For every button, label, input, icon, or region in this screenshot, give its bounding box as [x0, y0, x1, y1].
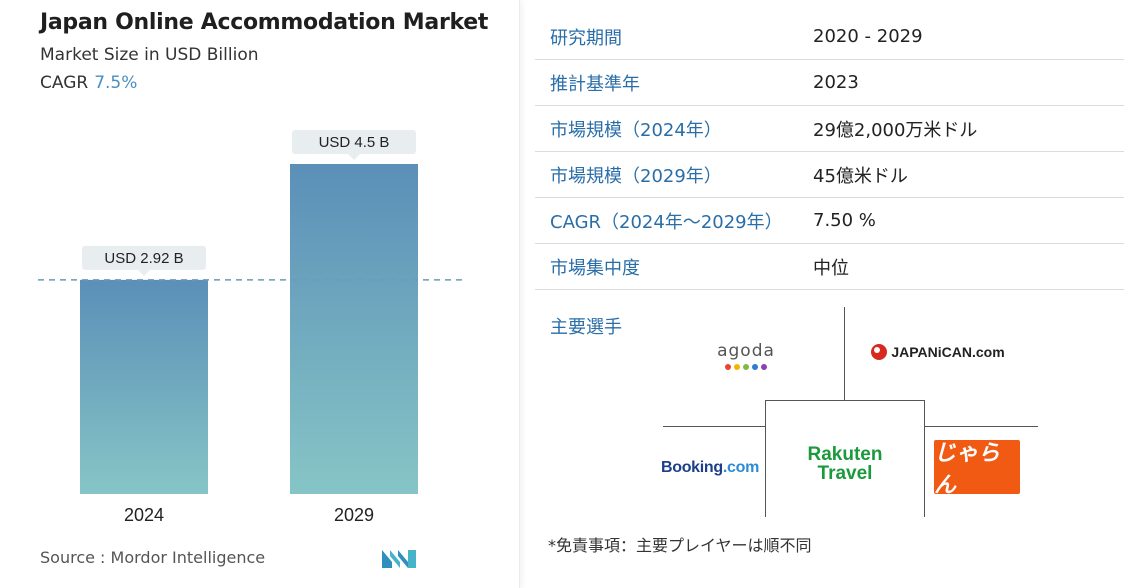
- grid-divider: [663, 426, 765, 427]
- x-tick-label: 2024: [124, 505, 164, 525]
- cagr-value: 7.5%: [94, 73, 138, 93]
- jalan-wordmark: じゃらん: [934, 440, 1001, 498]
- cagr-line: CAGR 7.5%: [40, 73, 137, 93]
- data-label: USD 2.92 B: [104, 250, 183, 267]
- grid-divider: [844, 307, 845, 400]
- x-tick-label: 2029: [334, 505, 374, 525]
- grid-divider: [765, 400, 766, 517]
- info-row-study-period: 研究期間 2020 - 2029: [535, 14, 1124, 60]
- bar-2029: [290, 164, 418, 494]
- market-info-table: 研究期間 2020 - 2029 推計基準年 2023 市場規模（2024年） …: [535, 14, 1124, 290]
- grid-divider: [924, 400, 925, 517]
- bar-chart: USD 2.92 B 2024 USD 4.5 B 2029: [38, 130, 462, 525]
- japanican-wordmark: JAPANiCAN.com: [891, 344, 1005, 360]
- data-label-bg: [82, 245, 206, 270]
- data-label: USD 4.5 B: [319, 134, 390, 151]
- info-row-cagr: CAGR（2024年～2029年） 7.50 %: [535, 198, 1124, 244]
- info-value: 2023: [813, 72, 859, 93]
- rakuten-wordmark: Rakuten: [807, 444, 883, 465]
- info-value: 29億2,000万米ドル: [813, 119, 978, 141]
- agoda-logo: agoda: [700, 338, 792, 372]
- source-name: Mordor Intelligence: [110, 548, 266, 567]
- japanican-dot-icon: [871, 344, 888, 360]
- travel-wordmark: Travel: [817, 463, 873, 484]
- info-label: 研究期間: [550, 27, 622, 49]
- disclaimer-note: *免責事項：主要プレイヤーは順不同: [548, 536, 812, 555]
- source-credit: Source : Mordor Intelligence: [40, 548, 265, 567]
- bar-2024: [80, 279, 208, 494]
- info-row-base-year: 推計基準年 2023: [535, 60, 1124, 106]
- info-value: 2020 - 2029: [813, 26, 923, 47]
- data-label-pointer: [348, 154, 360, 160]
- cagr-label: CAGR: [40, 73, 89, 93]
- mordor-logo-icon: [382, 550, 416, 568]
- info-label: 推計基準年: [550, 73, 640, 95]
- booking-wordmark: Booking: [660, 459, 723, 476]
- key-players-label: 主要選手: [550, 317, 622, 338]
- chart-card: Japan Online Accommodation Market Market…: [0, 0, 520, 588]
- grid-divider: [765, 400, 925, 401]
- info-value: 7.50 %: [813, 210, 876, 231]
- data-label-bg: [292, 130, 416, 154]
- source-label: Source :: [40, 548, 106, 567]
- info-value: 中位: [813, 257, 849, 279]
- info-label: 市場規模（2029年）: [550, 165, 722, 187]
- info-value: 45億米ドル: [813, 165, 908, 187]
- info-row-concentration: 市場集中度 中位: [535, 244, 1124, 290]
- info-label: CAGR（2024年～2029年）: [550, 211, 783, 233]
- info-row-market-size-2029: 市場規模（2029年） 45億米ドル: [535, 152, 1124, 198]
- japanican-logo: JAPANiCAN.com: [862, 340, 1014, 364]
- booking-com: .com: [722, 459, 760, 476]
- info-label: 市場規模（2024年）: [550, 119, 722, 141]
- grid-divider: [924, 426, 1038, 427]
- agoda-wordmark: agoda: [717, 340, 775, 361]
- info-label: 市場集中度: [550, 257, 640, 279]
- info-row-market-size-2024: 市場規模（2024年） 29億2,000万米ドル: [535, 106, 1124, 152]
- booking-logo: Booking.com: [660, 456, 760, 480]
- chart-title: Japan Online Accommodation Market: [40, 10, 489, 35]
- chart-subtitle: Market Size in USD Billion: [40, 45, 259, 65]
- rakuten-travel-logo: Rakuten Travel: [778, 444, 912, 484]
- jalan-logo: じゃらん: [934, 440, 1020, 498]
- agoda-dots-icon: [725, 363, 767, 370]
- data-label-pointer: [138, 269, 150, 276]
